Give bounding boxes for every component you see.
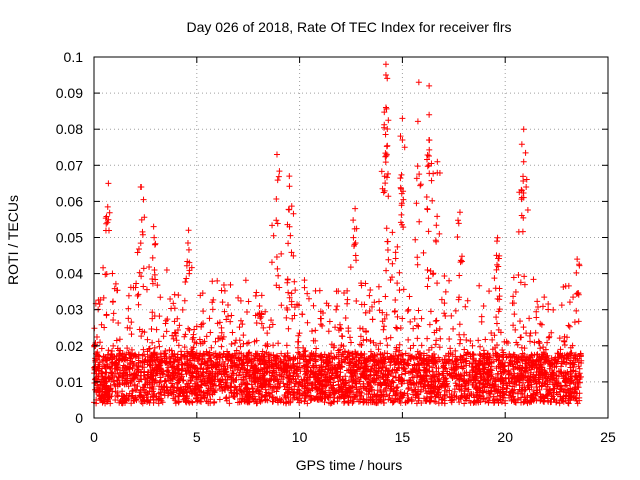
x-tick-label: 5 xyxy=(193,429,201,445)
y-axis-label: ROTI / TECUs xyxy=(5,195,21,285)
data-points xyxy=(91,61,585,407)
x-axis-label: GPS time / hours xyxy=(296,457,403,473)
y-tick-labels: 0 0.01 0.02 0.03 0.04 0.05 0.06 0.07 0.08 0.09 0.1 xyxy=(56,49,83,426)
y-tick-label: 0.03 xyxy=(56,302,83,318)
y-tick-label: 0.01 xyxy=(56,374,83,390)
y-tick-label: 0.07 xyxy=(56,157,83,173)
chart-title: Day 026 of 2018, Rate Of TEC Index for r… xyxy=(186,19,511,35)
y-tick-label: 0.04 xyxy=(56,266,83,282)
roti-series-markers xyxy=(91,61,585,407)
y-tick-label: 0.09 xyxy=(56,85,83,101)
x-tick-label: 10 xyxy=(292,429,308,445)
x-tick-labels: 0 5 10 15 20 25 xyxy=(90,429,616,445)
y-tick-label: 0.08 xyxy=(56,121,83,137)
axis-ticks xyxy=(93,56,609,419)
y-tick-label: 0.1 xyxy=(64,49,84,65)
x-tick-label: 0 xyxy=(90,429,98,445)
x-tick-label: 20 xyxy=(497,429,513,445)
y-tick-label: 0.02 xyxy=(56,338,83,354)
y-tick-label: 0.06 xyxy=(56,193,83,209)
y-tick-label: 0 xyxy=(75,410,83,426)
x-tick-label: 15 xyxy=(395,429,411,445)
y-tick-label: 0.05 xyxy=(56,230,83,246)
x-tick-label: 25 xyxy=(600,429,616,445)
